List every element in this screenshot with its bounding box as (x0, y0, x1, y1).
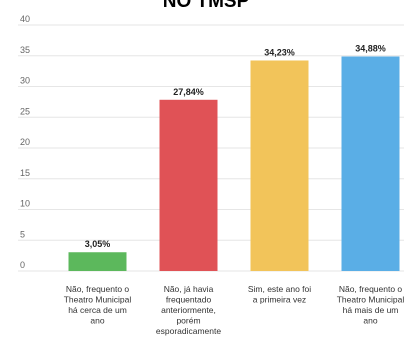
y-tick-label: 20 (20, 137, 30, 147)
data-label: 34,88% (355, 43, 386, 53)
y-tick-label: 30 (20, 76, 30, 86)
category-label-line: anteriormente, (161, 305, 216, 315)
data-label: 34,23% (264, 47, 295, 57)
data-label: 3,05% (85, 239, 111, 249)
bar (68, 252, 127, 271)
category-label-line: ano (90, 316, 104, 326)
category-label-line: Sim, este ano foi (248, 284, 311, 294)
category-label: Não, frequento o Theatro Municipal há cerc… (64, 284, 132, 326)
category-label-line: frequentado (166, 295, 212, 305)
y-tick-label: 0 (20, 260, 25, 270)
y-tick-label: 15 (20, 168, 30, 178)
y-tick-label: 5 (20, 229, 25, 239)
y-tick-label: 25 (20, 106, 30, 116)
category-label-line: Não, frequento o (339, 284, 403, 294)
category-label-line: Theatro Municipal (64, 295, 132, 305)
bar (159, 99, 218, 271)
category-label-line: porém (176, 316, 200, 326)
data-label: 27,84% (173, 87, 204, 97)
category-label: Não, frequento o Theatro Municipal há mais… (337, 284, 405, 326)
chart-title: NO TMSP (162, 0, 250, 12)
bar (341, 56, 400, 271)
category-label-line: Não, frequento o (66, 284, 130, 294)
bar (250, 60, 309, 271)
category-label: Não, já havia frequentado anteriormente, po… (156, 284, 221, 336)
category-label-line: a primeira vez (253, 295, 306, 305)
category-label-line: Theatro Municipal (337, 295, 405, 305)
category-label-line: Não, já havia (164, 284, 214, 294)
y-tick-label: 10 (20, 199, 30, 209)
category-label-line: há mais de um (343, 305, 399, 315)
category-label-line: ano (363, 316, 377, 326)
category-label: Sim, este ano foi a primeira vez (248, 284, 311, 305)
y-tick-label: 40 (20, 14, 30, 24)
y-tick-label: 35 (20, 45, 30, 55)
category-label-line: há cerca de um (68, 305, 127, 315)
category-label-line: esporadicamente (156, 326, 221, 336)
